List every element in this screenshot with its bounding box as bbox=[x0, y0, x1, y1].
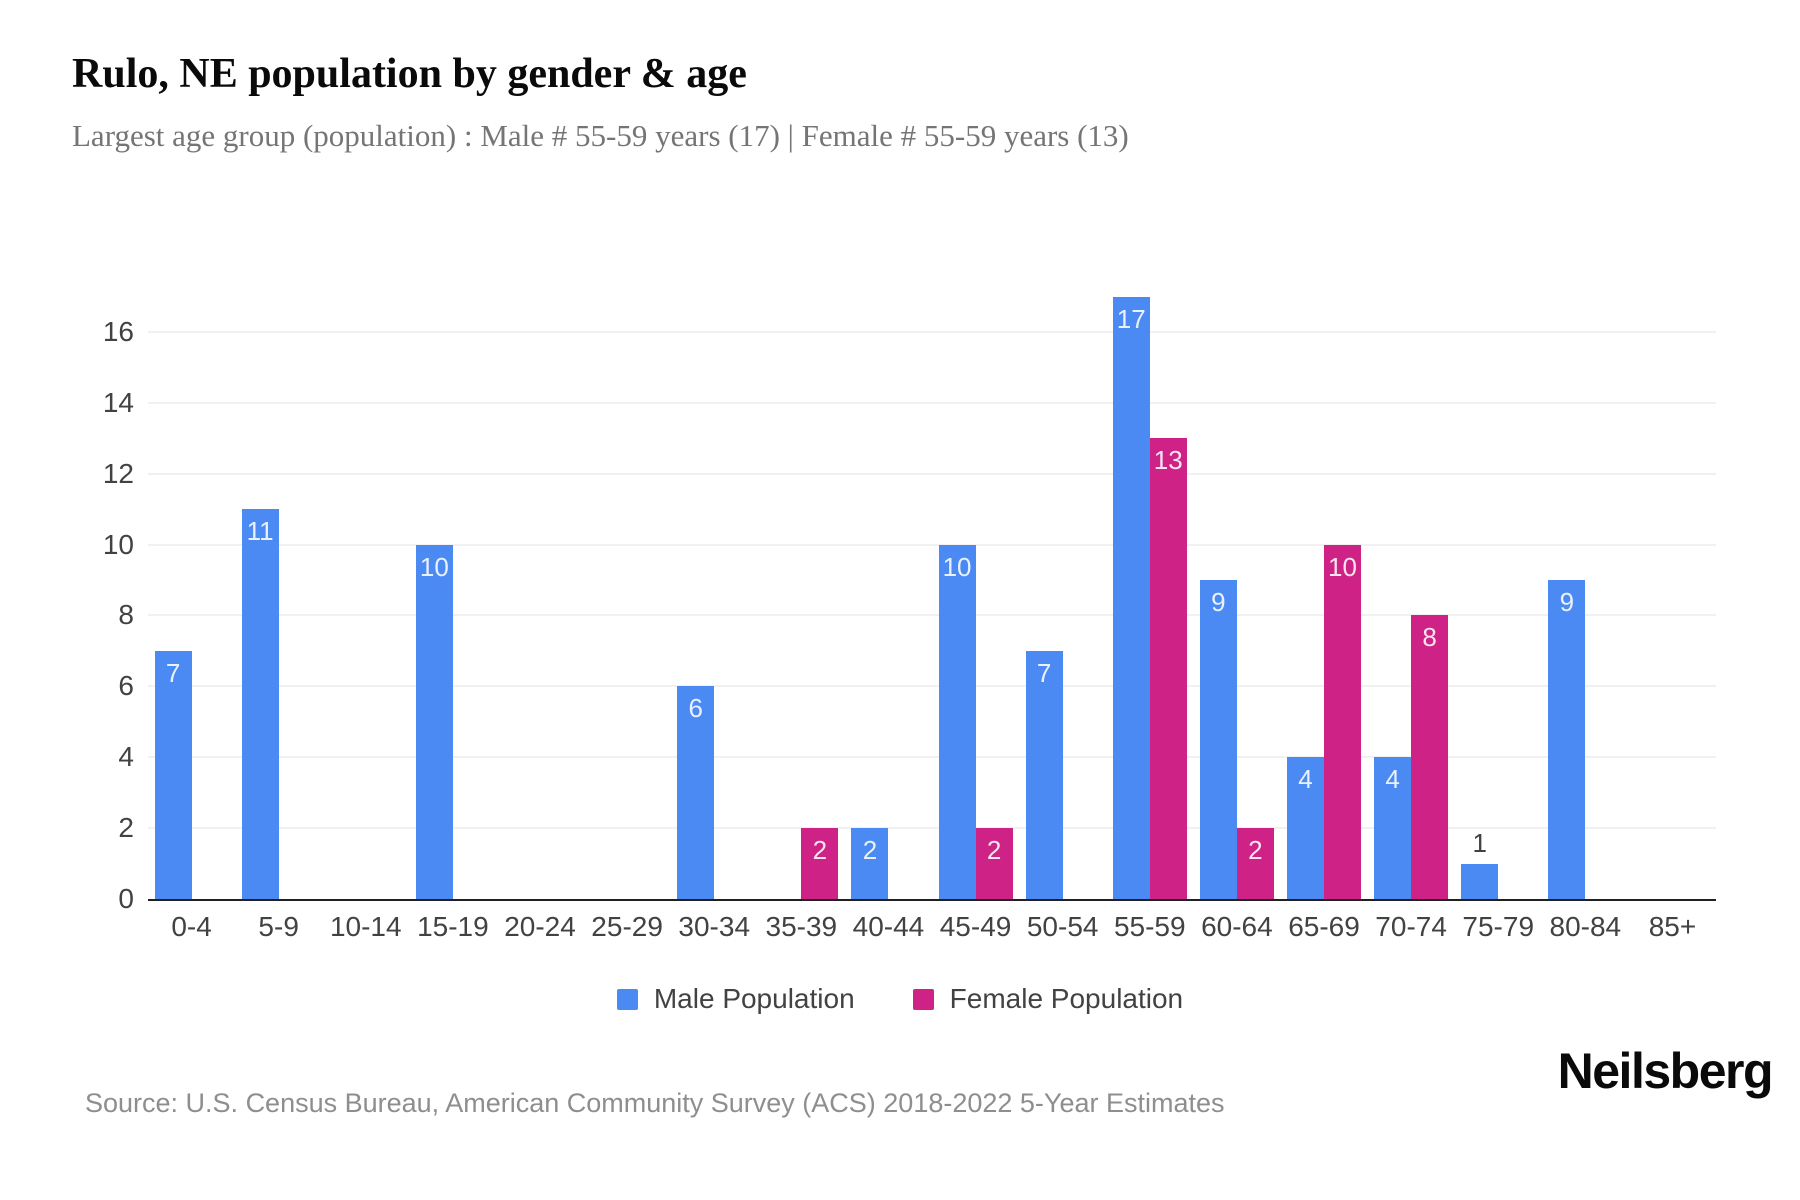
x-axis-tick-label-35-39: 35-39 bbox=[765, 911, 838, 942]
x-axis-tick-label-5-9: 5-9 bbox=[258, 911, 299, 942]
bar-male-60-64 bbox=[1199, 580, 1237, 899]
gridline-y2 bbox=[148, 827, 1716, 830]
x-axis-tick-label-40-44: 40-44 bbox=[852, 911, 925, 942]
x-axis-tick-label-55-59: 55-59 bbox=[1113, 911, 1186, 942]
bar-male-30-34 bbox=[677, 686, 715, 899]
bar-value-label: 10 bbox=[942, 551, 972, 582]
bar-female-60-64 bbox=[1236, 828, 1274, 899]
bar-value-label: 17 bbox=[1116, 303, 1146, 334]
y-axis-tick-label: 14 bbox=[102, 386, 134, 418]
gridline-y6 bbox=[148, 685, 1716, 688]
x-axis-tick-label-20-24: 20-24 bbox=[504, 911, 576, 942]
bar-value-label: 2 bbox=[1248, 835, 1263, 866]
legend-label-male: Male Population bbox=[653, 983, 855, 1014]
y-axis-tick-label: 10 bbox=[102, 528, 134, 560]
y-axis-tick-label: 2 bbox=[118, 812, 134, 844]
x-axis-tick-label-75-79: 75-79 bbox=[1462, 911, 1535, 942]
page-title: Rulo, NE population by gender & age bbox=[72, 51, 747, 97]
bar-value-label: 2 bbox=[862, 835, 878, 866]
y-axis-tick-label: 4 bbox=[118, 741, 134, 773]
bar-value-label: 7 bbox=[165, 657, 181, 688]
bar-value-label: 4 bbox=[1298, 764, 1313, 795]
bar-male-40-44 bbox=[851, 828, 889, 899]
brand-logo: Neilsberg bbox=[1557, 1043, 1774, 1099]
bar-value-label: 9 bbox=[1559, 587, 1575, 618]
bar-male-80-84 bbox=[1548, 580, 1586, 899]
bar-value-label: 4 bbox=[1385, 764, 1400, 795]
gridline-y10 bbox=[148, 543, 1716, 546]
bar-value-label: 7 bbox=[1036, 657, 1052, 688]
bar-value-label: 11 bbox=[246, 516, 274, 547]
gridline-y16 bbox=[148, 330, 1716, 333]
chart-plot-area: 0 2 4 6 8 10 12 14 16 7 0-4 11 5-9 10-14 10 15-19 20-24 2… bbox=[103, 239, 1716, 942]
x-axis-tick-label-45-49: 45-49 bbox=[939, 911, 1012, 942]
x-axis-tick-label-0-4: 0-4 bbox=[171, 911, 212, 942]
bar-value-label: 10 bbox=[419, 551, 449, 582]
legend-item-male: Male Population bbox=[616, 983, 855, 1015]
bar-value-label: 2 bbox=[986, 835, 1002, 866]
legend: Male Population Female Population bbox=[0, 983, 1800, 1015]
bar-value-label: 13 bbox=[1153, 445, 1183, 476]
bar-female-35-39 bbox=[801, 828, 839, 899]
bar-value-label: 9 bbox=[1211, 587, 1226, 618]
y-axis-tick-label: 12 bbox=[102, 457, 134, 489]
legend-label-female: Female Population bbox=[949, 983, 1184, 1014]
bar-value-label: 8 bbox=[1422, 622, 1437, 653]
bar-value-label: 6 bbox=[688, 693, 703, 724]
x-axis-tick-label-60-64: 60-64 bbox=[1201, 911, 1273, 942]
y-axis-tick-label: 16 bbox=[102, 315, 134, 347]
gridline-y8 bbox=[148, 614, 1716, 617]
bar-male-65-69 bbox=[1287, 757, 1324, 899]
bar-male-55-59 bbox=[1112, 296, 1150, 899]
bar-male-50-54 bbox=[1025, 650, 1063, 899]
x-axis-line bbox=[148, 899, 1716, 901]
x-axis-tick-label-70-74: 70-74 bbox=[1375, 911, 1447, 942]
x-axis-tick-label-65-69: 65-69 bbox=[1288, 911, 1360, 942]
bar-value-label: 10 bbox=[1328, 551, 1357, 582]
y-axis-tick-label: 8 bbox=[118, 599, 134, 631]
x-axis-tick-label-80-84: 80-84 bbox=[1549, 911, 1622, 942]
bar-male-5-9 bbox=[241, 509, 279, 899]
bar-male-70-74 bbox=[1374, 757, 1412, 899]
bar-value-label: 1 bbox=[1472, 827, 1487, 858]
legend-swatch-male-icon bbox=[616, 988, 638, 1010]
x-axis-tick-label-50-54: 50-54 bbox=[1026, 911, 1099, 942]
bar-male-45-49 bbox=[938, 544, 976, 899]
x-axis-tick-label-30-34: 30-34 bbox=[678, 911, 751, 942]
bar-value-label: 2 bbox=[812, 835, 828, 866]
gridline-y12 bbox=[148, 472, 1716, 475]
x-axis-tick-label-85+: 85+ bbox=[1648, 911, 1697, 942]
bar-female-65-69 bbox=[1324, 544, 1361, 899]
y-axis-tick-label: 0 bbox=[118, 883, 134, 914]
page-subtitle: Largest age group (population) : Male # … bbox=[72, 118, 1129, 153]
legend-swatch-female-icon bbox=[912, 988, 934, 1010]
x-axis-tick-label-25-29: 25-29 bbox=[591, 911, 663, 942]
bar-male-75-79 bbox=[1461, 863, 1499, 899]
y-axis-tick-label: 6 bbox=[118, 670, 134, 702]
x-axis-tick-label-15-19: 15-19 bbox=[417, 911, 489, 942]
bar-male-15-19 bbox=[415, 544, 453, 899]
bar-female-45-49 bbox=[975, 828, 1013, 899]
bar-female-55-59 bbox=[1149, 438, 1187, 899]
x-axis-tick-label-10-14: 10-14 bbox=[329, 911, 402, 942]
legend-item-female: Female Population bbox=[912, 983, 1184, 1015]
bar-male-0-4 bbox=[154, 650, 192, 899]
gridline-y14 bbox=[148, 401, 1716, 404]
gridline-y4 bbox=[148, 756, 1716, 759]
bar-female-70-74 bbox=[1411, 615, 1449, 899]
source-note: Source: U.S. Census Bureau, American Com… bbox=[85, 1088, 1225, 1118]
